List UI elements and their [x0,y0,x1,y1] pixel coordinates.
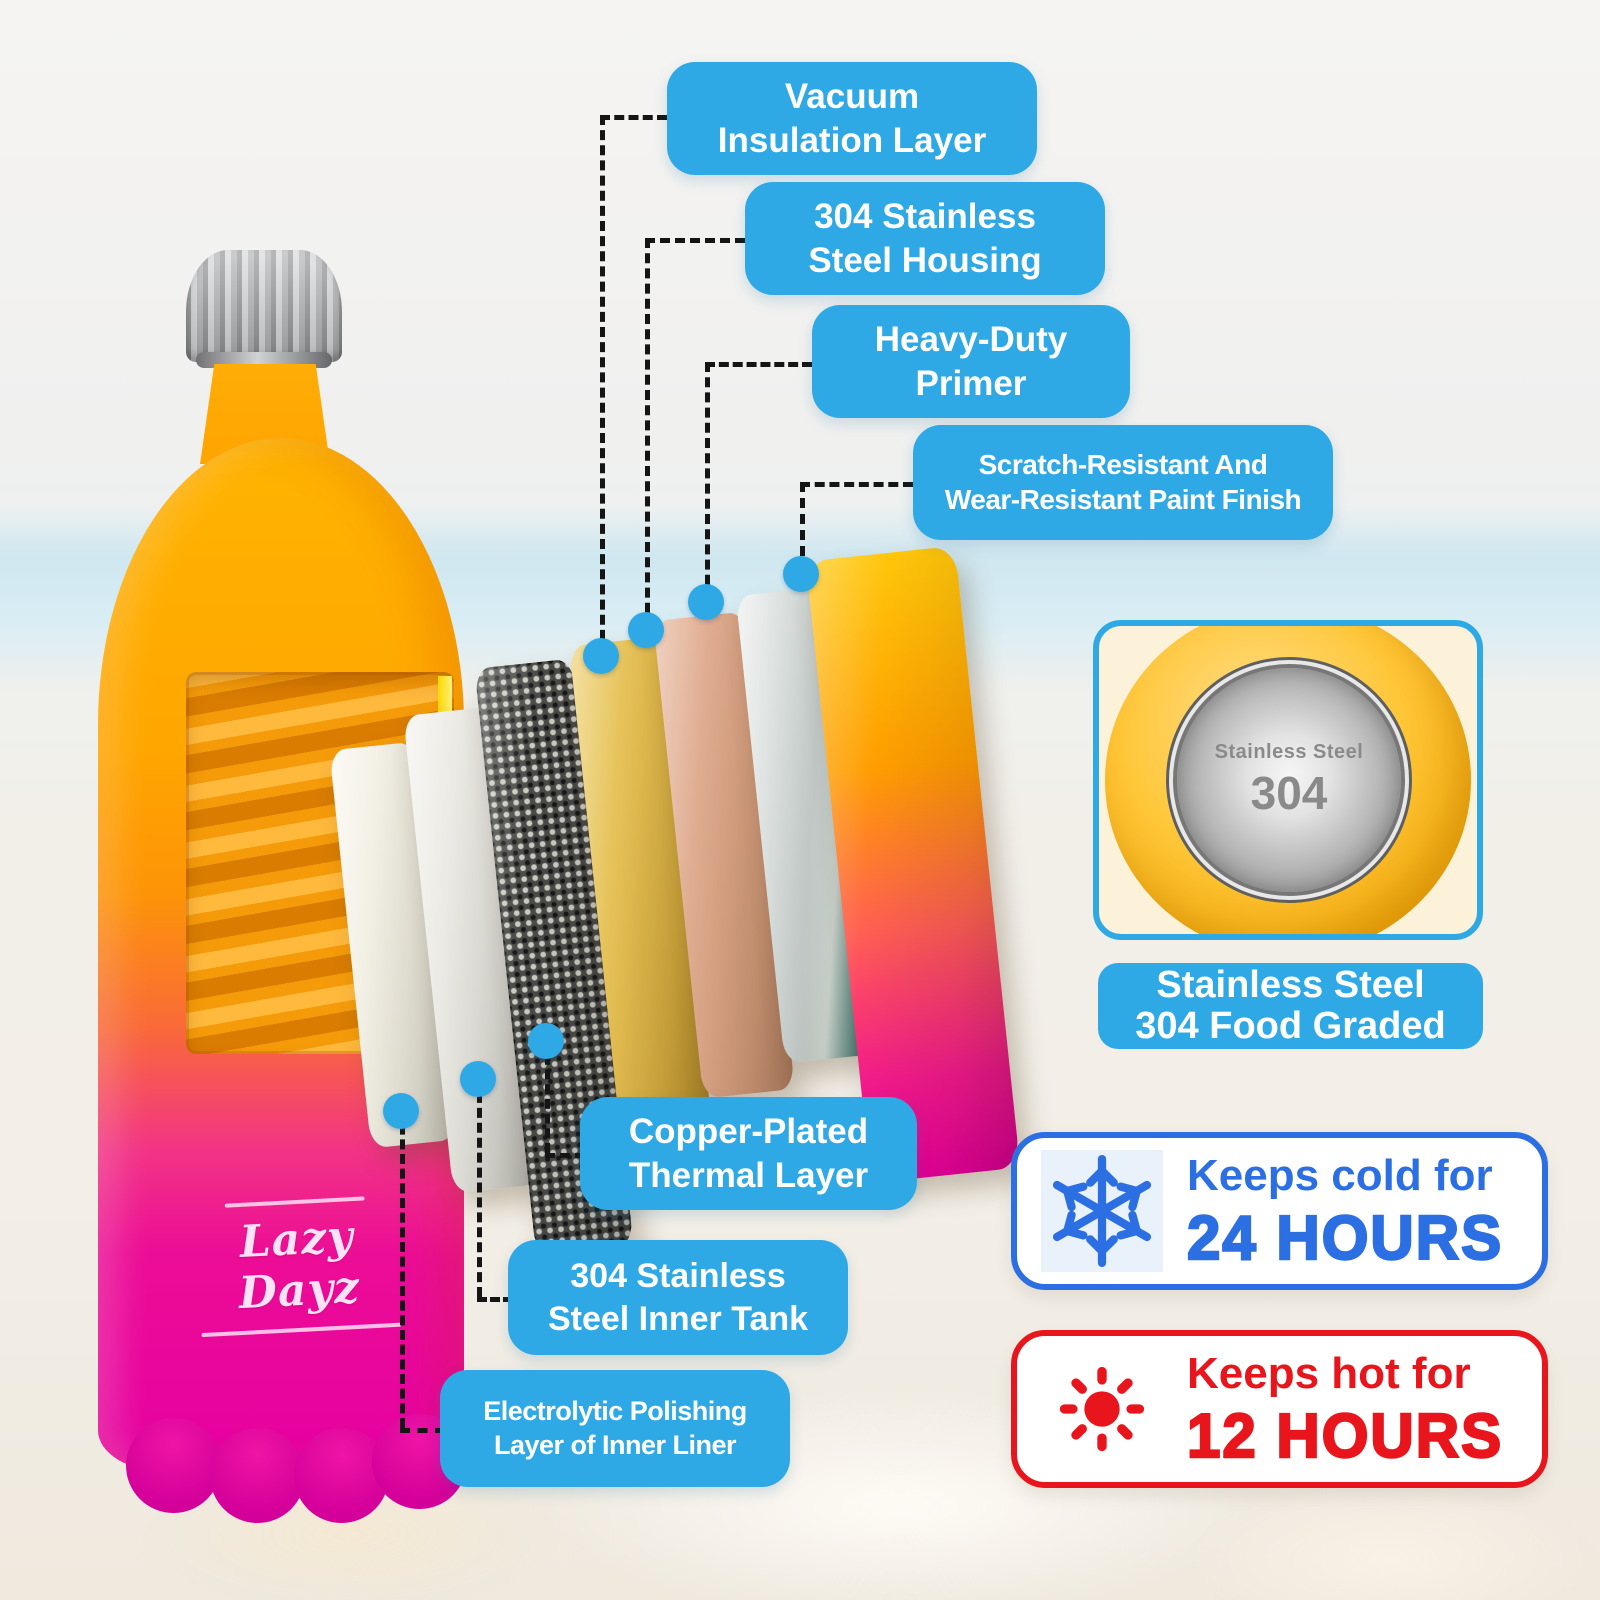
connector-dot-polish [383,1093,419,1129]
connector-dot-vacuum [583,638,619,674]
connector-tank [477,1078,482,1297]
connector-primer [705,362,812,367]
bottle-base-bump [210,1428,305,1523]
connector-housing [645,238,650,628]
disc-material-label: Stainless Steel [1214,740,1364,763]
hot-label: Keeps hot for [1187,1348,1471,1398]
brand-logo: Lazy Dayz [185,1194,412,1338]
callout-copper-thermal: Copper-Plated Thermal Layer [580,1097,917,1210]
bottle-cap [186,250,342,362]
callout-paint-finish: Scratch-Resistant And Wear-Resistant Pai… [913,425,1333,540]
connector-dot-housing [628,612,664,648]
connector-dot-primer [688,584,724,620]
connector-vacuum [600,115,667,120]
connector-primer [705,362,710,600]
badge-keeps-cold: Keeps cold for 24 HOURS [1011,1132,1548,1290]
sand-highlight-right [1180,1480,1600,1600]
connector-copper [545,1153,585,1158]
callout-steel-housing: 304 Stainless Steel Housing [745,182,1105,295]
disc-grade-number: 304 [1250,766,1328,819]
sun-icon-wrap [1017,1357,1187,1461]
connector-dot-tank [460,1061,496,1097]
connector-tank [477,1297,513,1302]
cold-label: Keeps cold for [1187,1150,1493,1200]
sun-icon [1059,1366,1145,1452]
connector-polish [400,1110,405,1428]
bottle-base-bump [126,1418,221,1513]
connector-copper [545,1040,550,1153]
connector-dot-paint [783,556,819,592]
stainless-bottom-disc: Stainless Steel 304 [1177,668,1401,892]
inset-bottle-bottom-photo: Stainless Steel 304 [1093,620,1483,940]
cold-hours-value: 24 HOURS [1186,1201,1504,1273]
connector-paint [800,482,913,487]
callout-inner-tank: 304 Stainless Steel Inner Tank [508,1240,848,1355]
snowflake-icon-wrap [1017,1150,1187,1272]
callout-vacuum-insulation: Vacuum Insulation Layer [667,62,1037,175]
connector-dot-copper [528,1023,564,1059]
hot-hours-value: 12 HOURS [1186,1399,1504,1471]
connector-polish [400,1428,445,1433]
callout-electrolytic-polish: Electrolytic Polishing Layer of Inner Li… [440,1370,790,1487]
brand-name: Lazy Dayz [237,1211,362,1320]
connector-vacuum [600,115,605,655]
connector-paint [800,482,805,572]
connector-housing [645,238,745,243]
inset-caption: Stainless Steel 304 Food Graded [1098,963,1483,1049]
badge-keeps-hot: Keeps hot for 12 HOURS [1011,1330,1548,1488]
snowflake-icon [1052,1154,1152,1268]
callout-heavy-duty-primer: Heavy-Duty Primer [812,305,1130,418]
